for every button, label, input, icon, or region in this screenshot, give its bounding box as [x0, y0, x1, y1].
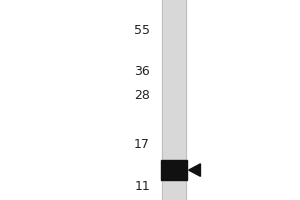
Text: 55: 55: [134, 24, 150, 37]
Bar: [161, 160, 187, 180]
Polygon shape: [189, 164, 200, 176]
Text: 36: 36: [134, 65, 150, 78]
Text: 28: 28: [134, 89, 150, 102]
Text: 17: 17: [134, 138, 150, 151]
Text: 11: 11: [134, 180, 150, 193]
Bar: [162, 0, 186, 200]
